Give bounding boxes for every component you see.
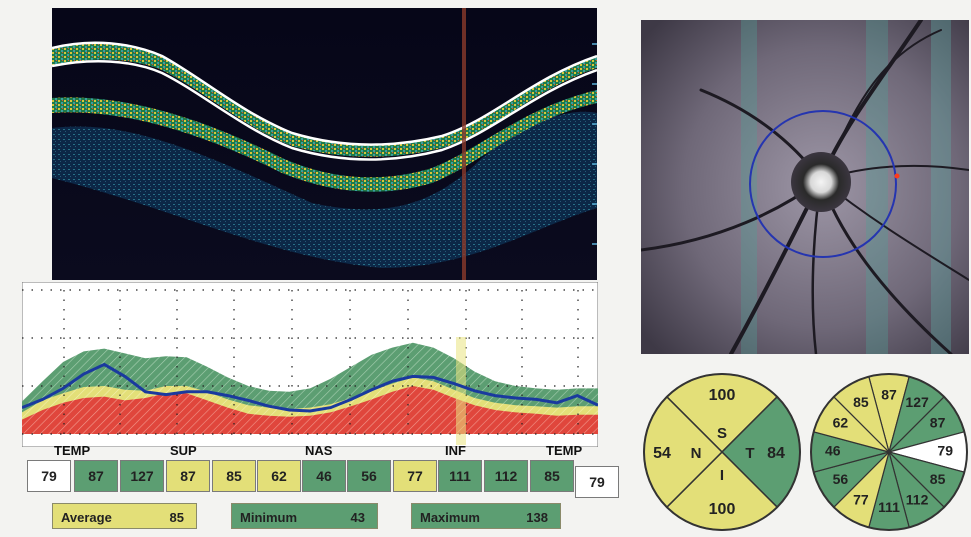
sector-value-cell: 56 xyxy=(347,460,391,492)
maximum-value: 138 xyxy=(526,510,548,525)
clock-hour-value: 79 xyxy=(937,443,953,459)
clock-hour-value: 62 xyxy=(833,415,849,431)
quadrant-letter-s: S xyxy=(717,425,727,442)
clock-hour-value: 87 xyxy=(930,415,946,431)
sector-value-cell: 79 xyxy=(575,466,619,498)
sector-value-cell: 46 xyxy=(302,460,346,492)
sector-label-temp-right: TEMP xyxy=(546,443,583,458)
quadrant-nasal-value: 54 xyxy=(653,445,671,462)
clock-hour-value: 112 xyxy=(906,491,929,507)
oct-bscan-image xyxy=(52,8,597,280)
sector-value-cell: 79 xyxy=(27,460,71,492)
sector-label-temp-left: TEMP xyxy=(54,443,91,458)
minimum-value: 43 xyxy=(350,510,365,525)
quadrant-letter-n: N xyxy=(691,445,702,462)
abnormal-range-band xyxy=(22,386,598,434)
quadrant-letter-i: I xyxy=(720,467,724,484)
clock-hour-value: 111 xyxy=(878,499,900,515)
sector-value-cell: 62 xyxy=(257,460,301,492)
average-label: Average xyxy=(61,510,112,525)
fundus-image xyxy=(641,20,969,354)
clock-hour-value: 77 xyxy=(853,491,869,507)
clock-hour-value: 56 xyxy=(833,471,849,487)
maximum-box: Maximum 138 xyxy=(411,503,561,529)
sector-label-inf: INF xyxy=(445,443,466,458)
sector-value-cell: 87 xyxy=(74,460,118,492)
maximum-label: Maximum xyxy=(420,510,480,525)
sector-value-cell: 85 xyxy=(212,460,256,492)
clock-hour-value: 85 xyxy=(930,471,946,487)
sector-value-cell: 127 xyxy=(120,460,164,492)
sector-value-cell: 112 xyxy=(484,460,528,492)
rnfl-thickness-chart xyxy=(22,282,598,447)
clock-hour-value: 87 xyxy=(881,387,897,403)
sector-value-cell: 87 xyxy=(166,460,210,492)
quadrant-temporal-value: 84 xyxy=(767,445,785,462)
quadrant-pie: 100 S 54 N T 84 I 100 xyxy=(643,373,801,531)
sector-label-nas: NAS xyxy=(305,443,333,458)
chart-grid xyxy=(22,289,598,435)
quadrant-superior-value: 100 xyxy=(709,387,736,404)
minimum-label: Minimum xyxy=(240,510,298,525)
clock-hour-value: 127 xyxy=(905,394,929,410)
clock-hour-value: 85 xyxy=(853,394,869,410)
average-value: 85 xyxy=(169,510,184,525)
sector-value-cell: 85 xyxy=(530,460,574,492)
vessel-artifact-stripe xyxy=(456,337,466,445)
minimum-box: Minimum 43 xyxy=(231,503,378,529)
quadrant-inferior-value: 100 xyxy=(709,501,736,518)
sector-value-cell: 77 xyxy=(393,460,437,492)
sector-value-cell: 111 xyxy=(438,460,482,492)
quadrant-letter-t: T xyxy=(745,445,754,462)
average-box: Average 85 xyxy=(52,503,197,529)
sector-label-sup: SUP xyxy=(170,443,197,458)
rnfl-thickness-line xyxy=(22,362,598,413)
clock-hour-value: 46 xyxy=(825,443,841,459)
